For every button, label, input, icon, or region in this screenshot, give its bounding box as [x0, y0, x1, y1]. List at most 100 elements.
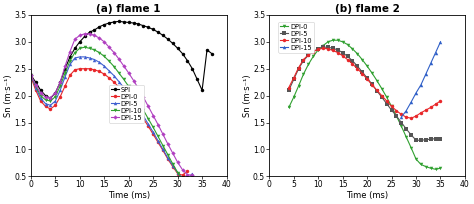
- DPI-5: [126, 93, 132, 95]
- DPI-0: [389, 105, 394, 108]
- DPI-10: [310, 50, 316, 53]
- DPI-10: [38, 94, 44, 97]
- DPI-0: [335, 39, 341, 41]
- DPI-0: [428, 167, 434, 170]
- DPI-0: [53, 104, 58, 106]
- SPI: [150, 28, 156, 31]
- DPI-0: [180, 174, 185, 176]
- SPI: [82, 35, 88, 38]
- DPI-10: [131, 93, 137, 95]
- DPI-5: [155, 140, 161, 142]
- DPI-15: [33, 84, 38, 86]
- DPI-10: [374, 89, 380, 91]
- DPI-10: [413, 115, 419, 117]
- DPI-15: [190, 174, 195, 176]
- DPI-15: [72, 38, 78, 40]
- DPI-10: [136, 101, 141, 103]
- DPI-15: [155, 123, 161, 126]
- DPI-5: [408, 134, 414, 136]
- DPI-5: [116, 80, 122, 83]
- DPI-15: [184, 173, 190, 176]
- DPI-10: [379, 94, 384, 97]
- DPI-15: [67, 50, 73, 53]
- DPI-10: [190, 175, 195, 177]
- DPI-5: [374, 90, 380, 92]
- DPI-5: [320, 46, 326, 48]
- DPI-5: [101, 65, 107, 67]
- DPI-10: [77, 47, 82, 50]
- DPI-5: [91, 58, 97, 61]
- DPI-0: [399, 125, 404, 128]
- DPI-15: [126, 72, 132, 74]
- DPI-0: [393, 115, 399, 117]
- DPI-5: [53, 100, 58, 102]
- DPI-15: [146, 105, 151, 108]
- Line: DPI-5: DPI-5: [29, 55, 194, 181]
- DPI-15: [433, 51, 438, 54]
- DPI-0: [315, 49, 321, 51]
- DPI-0: [131, 103, 137, 106]
- DPI-5: [170, 164, 175, 167]
- DPI-10: [433, 103, 438, 105]
- DPI-0: [28, 75, 34, 78]
- DPI-0: [306, 63, 311, 66]
- DPI-15: [428, 62, 434, 65]
- DPI-0: [77, 68, 82, 70]
- DPI-5: [67, 63, 73, 66]
- DPI-10: [67, 59, 73, 62]
- DPI-5: [306, 54, 311, 57]
- DPI-0: [106, 77, 112, 79]
- DPI-10: [53, 95, 58, 98]
- DPI-0: [82, 68, 88, 70]
- DPI-10: [184, 179, 190, 182]
- DPI-15: [170, 152, 175, 154]
- DPI-5: [97, 61, 102, 63]
- DPI-5: [399, 121, 404, 124]
- DPI-15: [150, 114, 156, 117]
- DPI-10: [47, 100, 53, 102]
- DPI-10: [403, 116, 409, 118]
- SPI: [165, 38, 171, 40]
- SPI: [67, 56, 73, 58]
- SPI: [194, 78, 200, 81]
- DPI-0: [38, 100, 44, 102]
- DPI-0: [286, 106, 292, 109]
- DPI-5: [165, 157, 171, 159]
- Line: DPI-15: DPI-15: [29, 32, 194, 177]
- DPI-10: [355, 68, 360, 70]
- DPI-15: [53, 92, 58, 94]
- SPI: [136, 23, 141, 25]
- SPI: [91, 29, 97, 31]
- DPI-15: [111, 51, 117, 54]
- DPI-5: [175, 171, 181, 174]
- DPI-15: [141, 96, 146, 99]
- DPI-0: [330, 39, 336, 41]
- SPI: [101, 23, 107, 26]
- DPI-10: [330, 49, 336, 52]
- X-axis label: Time (ms): Time (ms): [108, 191, 150, 200]
- SPI: [87, 31, 92, 33]
- DPI-5: [349, 59, 355, 62]
- SPI: [38, 89, 44, 91]
- Line: SPI: SPI: [29, 20, 214, 100]
- DPI-0: [408, 146, 414, 149]
- DPI-5: [82, 56, 88, 58]
- DPI-0: [97, 70, 102, 73]
- DPI-0: [116, 86, 122, 88]
- DPI-10: [180, 178, 185, 181]
- SPI: [53, 92, 58, 94]
- DPI-0: [146, 125, 151, 128]
- DPI-10: [335, 51, 341, 54]
- DPI-10: [364, 78, 370, 80]
- DPI-5: [389, 109, 394, 111]
- DPI-10: [160, 144, 166, 147]
- DPI-0: [57, 95, 63, 98]
- DPI-15: [180, 169, 185, 171]
- SPI: [175, 47, 181, 50]
- DPI-0: [62, 85, 68, 87]
- DPI-10: [97, 51, 102, 54]
- SPI: [43, 94, 48, 97]
- DPI-10: [57, 85, 63, 87]
- DPI-0: [403, 136, 409, 138]
- DPI-15: [43, 96, 48, 99]
